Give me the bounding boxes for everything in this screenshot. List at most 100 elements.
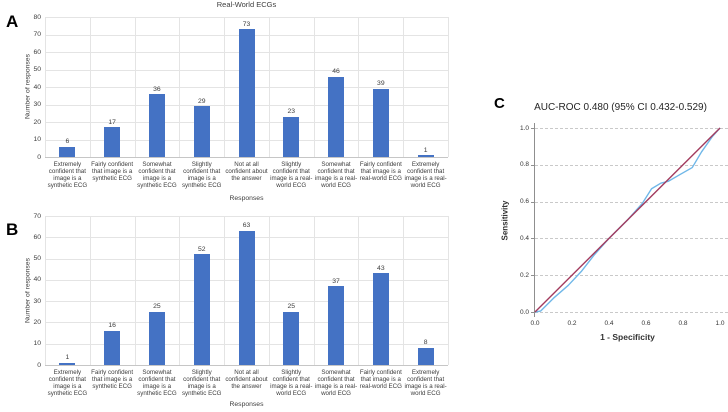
bar-value-label: 25 xyxy=(287,303,296,311)
y-tick-label: 70 xyxy=(33,212,41,220)
gridline-vertical xyxy=(89,216,91,365)
gridline-vertical xyxy=(45,216,46,365)
gridline-dashed xyxy=(535,201,728,203)
panel-a: A Real-World ECGs Number of responses Re… xyxy=(0,0,462,212)
y-tick-label: 10 xyxy=(33,136,41,143)
category-label: Slightly confident that image is a synth… xyxy=(181,161,222,189)
x-tick-label: 1.0 xyxy=(715,320,725,327)
y-tick-label: 40 xyxy=(33,83,41,91)
gridline-vertical xyxy=(313,17,315,157)
gridline-dashed xyxy=(535,164,728,166)
panel-c-title: AUC-ROC 0.480 (95% CI 0.432-0.529) xyxy=(534,102,707,113)
y-tick-label: 0.4 xyxy=(519,234,529,242)
category-label: Slightly confident that image is a real-… xyxy=(270,369,313,397)
category-label: Fairly confident that image is a synthet… xyxy=(91,369,134,390)
gridline-vertical xyxy=(45,17,46,157)
y-tick-label: 50 xyxy=(33,255,41,263)
gridline-vertical xyxy=(134,17,136,157)
y-axis-line xyxy=(534,123,535,317)
panel-b: B Number of responses Responses 0 10 20 30 4… xyxy=(0,212,462,412)
bar xyxy=(328,286,345,365)
bar-value-label: 46 xyxy=(332,68,340,75)
x-tick-label: 0.8 xyxy=(678,320,688,327)
y-tick-label: 30 xyxy=(33,297,41,305)
gridline-vertical xyxy=(448,17,449,157)
bar-value-label: 23 xyxy=(287,108,296,116)
y-tick-label: 50 xyxy=(33,66,41,73)
category-label: Slightly confident that image is a synth… xyxy=(181,369,222,397)
gridline-horizontal xyxy=(45,17,448,18)
gridline-dashed xyxy=(535,128,728,129)
y-tick-label: 0.8 xyxy=(519,161,529,169)
y-tick-mark xyxy=(531,128,534,129)
panel-c-x-axis-label: 1 - Specificity xyxy=(600,332,655,342)
y-tick-mark xyxy=(531,201,534,203)
y-tick-label: 60 xyxy=(33,233,41,241)
y-tick-label: 60 xyxy=(33,48,41,56)
bar xyxy=(193,106,210,157)
panel-b-x-axis-label: Responses xyxy=(229,401,264,408)
category-label: Extremely confident that image is a real… xyxy=(404,161,447,189)
gridline-vertical xyxy=(358,17,360,157)
bar-value-label: 1 xyxy=(423,146,428,154)
panel-b-letter: B xyxy=(6,220,19,239)
y-tick-label: 1.0 xyxy=(519,124,529,132)
bar-value-label: 29 xyxy=(197,97,206,105)
category-label: Extremely confident that image is a synt… xyxy=(47,369,88,397)
category-label: Somewhat confident that image is a synth… xyxy=(137,369,177,397)
x-tick-label: 0.0 xyxy=(530,320,540,327)
category-label: Fairly confident that image is a real-wo… xyxy=(359,161,402,182)
category-label: Extremely confident that image is a real… xyxy=(404,369,447,397)
bar-value-label: 8 xyxy=(423,339,428,347)
x-tick-label: 0.4 xyxy=(604,320,614,327)
gridline-vertical xyxy=(179,216,181,365)
gridline-vertical xyxy=(403,17,405,157)
bar xyxy=(372,273,389,365)
bar-value-label: 52 xyxy=(197,245,206,253)
bar xyxy=(283,116,300,157)
bar xyxy=(417,155,434,157)
panel-c: C AUC-ROC 0.480 (95% CI 0.432-0.529) Sen… xyxy=(488,92,728,362)
x-tick-label: 0.2 xyxy=(567,320,577,327)
bar-value-label: 1 xyxy=(65,354,70,362)
roc-curve-line xyxy=(534,127,721,313)
panel-a-title: Real-World ECGs xyxy=(216,0,277,9)
gridline-dashed xyxy=(535,275,728,277)
bar xyxy=(59,146,76,157)
bar-value-label: 39 xyxy=(377,80,385,88)
bar-value-label: 43 xyxy=(377,264,385,272)
y-tick-mark xyxy=(531,312,534,313)
category-label: Fairly confident that image is a synthet… xyxy=(91,161,134,182)
category-label: Not at all confident about the answer xyxy=(225,161,268,182)
gridline-vertical xyxy=(268,216,270,365)
bar xyxy=(238,29,255,157)
bar xyxy=(59,362,76,365)
bar-value-label: 63 xyxy=(242,222,251,230)
gridline-vertical xyxy=(268,17,270,157)
bar xyxy=(283,311,300,365)
bar-value-label: 6 xyxy=(65,138,70,145)
gridline-vertical xyxy=(134,216,136,365)
bar xyxy=(104,127,121,157)
bar xyxy=(148,311,165,365)
panel-c-letter: C xyxy=(494,95,505,112)
gridline-vertical xyxy=(224,17,226,157)
x-tick-label: 0.6 xyxy=(641,320,651,327)
bar xyxy=(417,347,434,365)
gridline-vertical xyxy=(448,216,449,365)
category-label: Somewhat confident that image is a real-… xyxy=(314,161,358,189)
y-tick-label: 80 xyxy=(33,13,41,21)
y-tick-label: 40 xyxy=(33,276,41,284)
bar xyxy=(372,88,389,157)
gridline-vertical xyxy=(403,216,405,365)
gridline-horizontal xyxy=(45,365,448,366)
bar xyxy=(193,254,210,365)
y-tick-mark xyxy=(531,238,534,240)
bar-value-label: 73 xyxy=(242,20,251,28)
y-tick-label: 0.6 xyxy=(519,198,529,206)
category-label: Somewhat confident that image is a real-… xyxy=(314,369,358,397)
y-tick-label: 0.0 xyxy=(519,308,529,316)
y-tick-label: 0 xyxy=(37,361,41,369)
y-tick-label: 0 xyxy=(37,153,41,161)
